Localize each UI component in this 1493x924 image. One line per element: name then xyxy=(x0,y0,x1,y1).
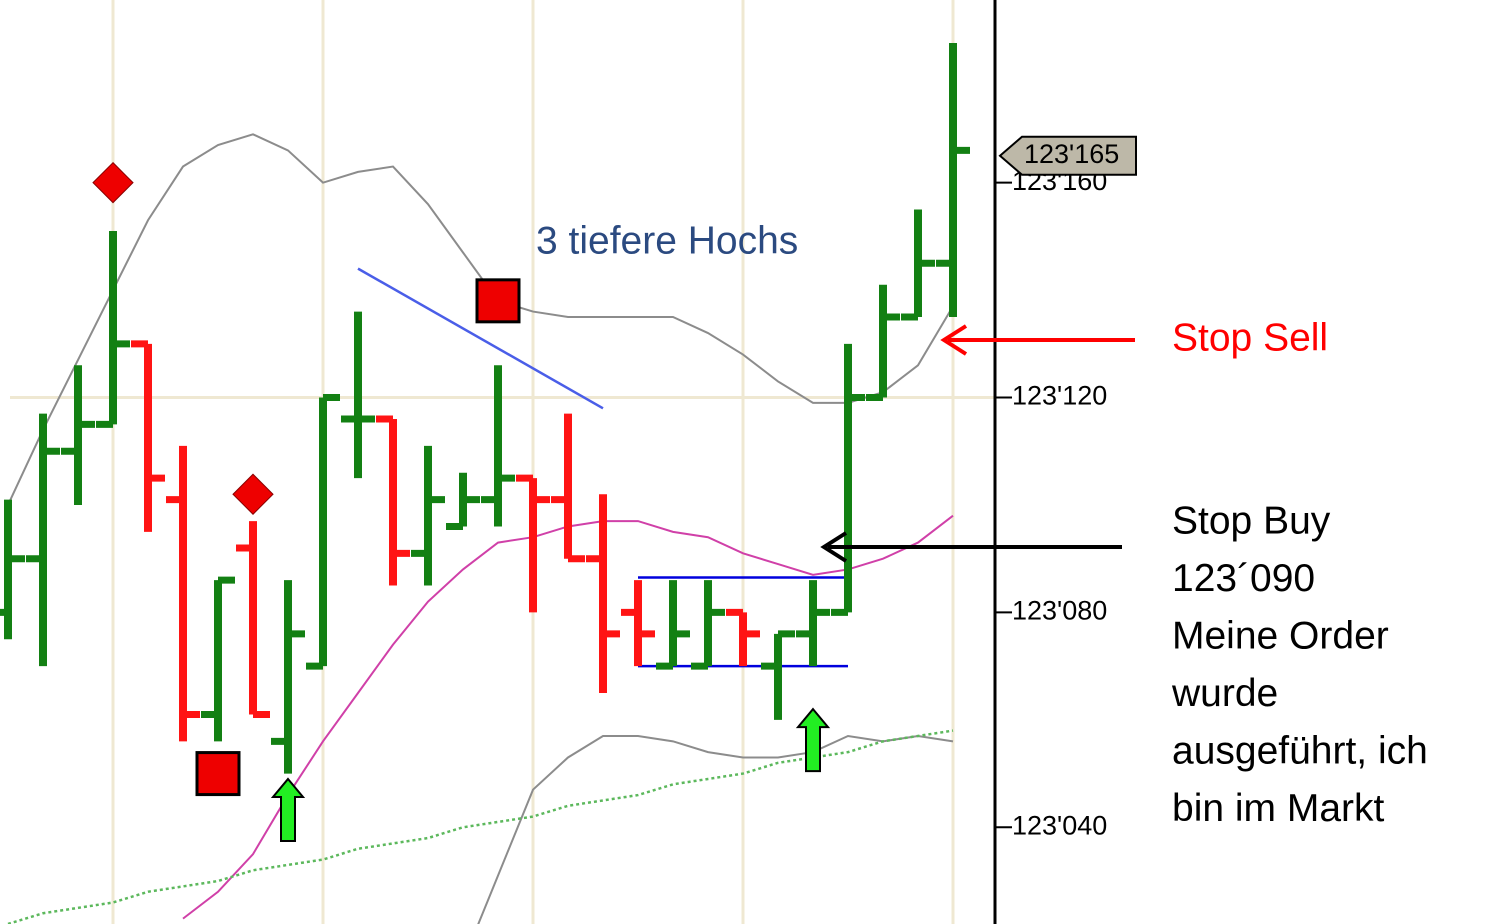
note-line: 123´090 xyxy=(1172,557,1315,600)
overlays xyxy=(7,133,954,924)
note-line: wurde xyxy=(1171,672,1278,715)
drawn-line xyxy=(357,267,604,410)
stop-buy-arrow xyxy=(820,531,1122,563)
price-tag xyxy=(998,135,1137,176)
signal-square xyxy=(195,751,241,797)
y-tick-label: 123'120 xyxy=(1012,381,1107,411)
bars xyxy=(0,42,970,774)
indicator-line xyxy=(7,133,954,506)
stop-buy-note: Stop Buy 123´090 Meine Order wurde ausgeführ… xyxy=(1171,499,1428,830)
stop-sell-label: Stop Sell xyxy=(1172,316,1328,359)
signal-diamond xyxy=(232,473,274,515)
note-line: Meine Order xyxy=(1172,614,1389,657)
signal-arrow xyxy=(795,707,831,773)
y-tick-label: 123'040 xyxy=(1012,810,1107,840)
indicator-line xyxy=(477,734,954,924)
signal-arrow xyxy=(270,777,306,842)
signal-diamond xyxy=(92,161,134,204)
indicator-line xyxy=(7,729,954,924)
y-tick-label: 123'080 xyxy=(1012,596,1107,626)
annotation: 3 tiefere Hochs xyxy=(536,219,798,262)
signals xyxy=(92,161,831,842)
price-tag-label: 123'165 xyxy=(1024,139,1119,169)
stop-sell-arrow xyxy=(940,324,1135,356)
note-line: Stop Buy xyxy=(1172,499,1331,542)
note-line: bin im Markt xyxy=(1172,787,1385,830)
signal-square xyxy=(475,278,521,324)
note-line: ausgeführt, ich xyxy=(1172,729,1428,772)
